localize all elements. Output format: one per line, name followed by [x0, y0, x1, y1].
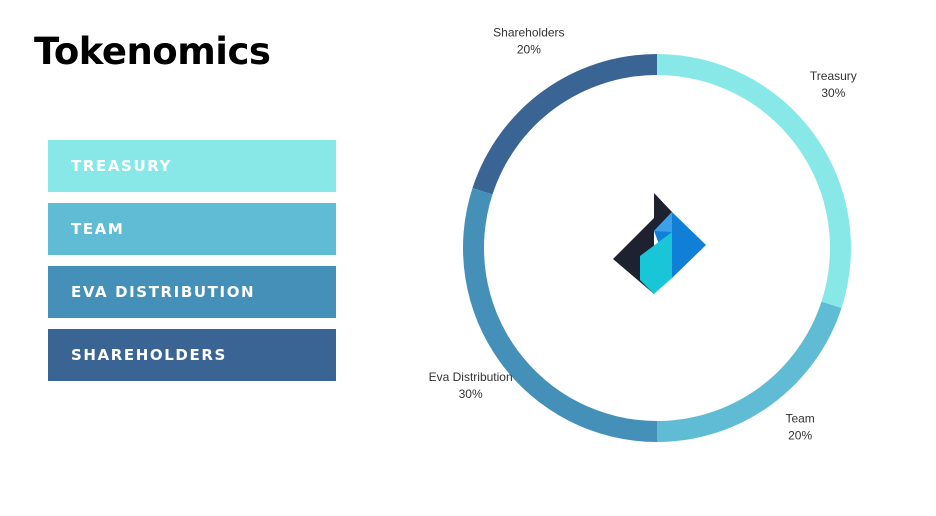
slice-value-label: 20% — [788, 428, 812, 442]
donut-slice-team — [657, 301, 842, 442]
legend-item-treasury: Treasury — [48, 140, 336, 192]
slice-label: Eva Distribution — [429, 370, 513, 384]
slice-value-label: 30% — [459, 387, 483, 401]
slice-value-label: 30% — [821, 86, 845, 100]
legend-item-shareholders: Shareholders — [48, 329, 336, 381]
slice-label: Shareholders — [493, 26, 564, 40]
donut-slice-eva-distribution — [462, 188, 657, 442]
legend-item-eva-distribution: Eva Distribution — [48, 266, 336, 318]
legend-item-team: Team — [48, 203, 336, 255]
page-title: Tokenomics — [34, 30, 271, 73]
eva-logo-icon — [613, 193, 706, 294]
slice-label: Team — [785, 411, 814, 425]
legend-list: Treasury Team Eva Distribution Sharehold… — [48, 140, 336, 392]
donut-slice-shareholders — [472, 54, 657, 195]
donut-slice-treasury — [657, 54, 851, 308]
slice-label: Treasury — [810, 69, 857, 83]
slice-value-label: 20% — [517, 43, 541, 57]
